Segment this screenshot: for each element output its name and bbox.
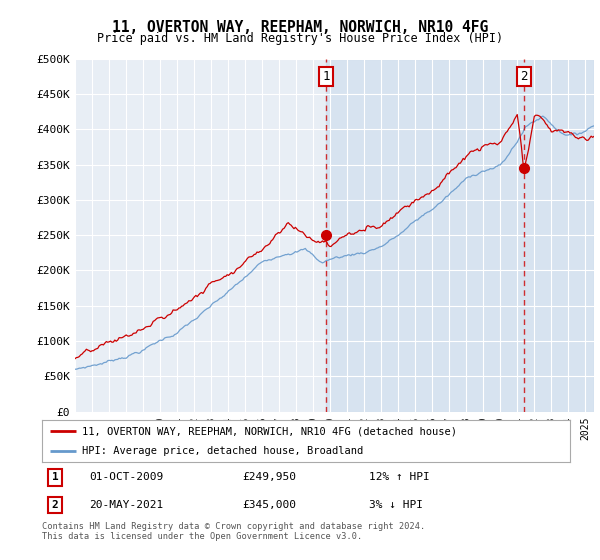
Text: Price paid vs. HM Land Registry's House Price Index (HPI): Price paid vs. HM Land Registry's House … xyxy=(97,32,503,45)
Text: 2: 2 xyxy=(52,500,58,510)
Text: Contains HM Land Registry data © Crown copyright and database right 2024.
This d: Contains HM Land Registry data © Crown c… xyxy=(42,522,425,542)
Text: 3% ↓ HPI: 3% ↓ HPI xyxy=(370,500,424,510)
Text: 1: 1 xyxy=(322,70,330,83)
Text: 20-MAY-2021: 20-MAY-2021 xyxy=(89,500,164,510)
Text: 1: 1 xyxy=(52,473,58,483)
Bar xyxy=(326,59,594,412)
Text: 2: 2 xyxy=(520,70,527,83)
Text: 01-OCT-2009: 01-OCT-2009 xyxy=(89,473,164,483)
Text: HPI: Average price, detached house, Broadland: HPI: Average price, detached house, Broa… xyxy=(82,446,363,456)
Text: 12% ↑ HPI: 12% ↑ HPI xyxy=(370,473,430,483)
Text: 11, OVERTON WAY, REEPHAM, NORWICH, NR10 4FG (detached house): 11, OVERTON WAY, REEPHAM, NORWICH, NR10 … xyxy=(82,426,457,436)
Text: 11, OVERTON WAY, REEPHAM, NORWICH, NR10 4FG: 11, OVERTON WAY, REEPHAM, NORWICH, NR10 … xyxy=(112,20,488,35)
Text: £249,950: £249,950 xyxy=(242,473,296,483)
Text: £345,000: £345,000 xyxy=(242,500,296,510)
